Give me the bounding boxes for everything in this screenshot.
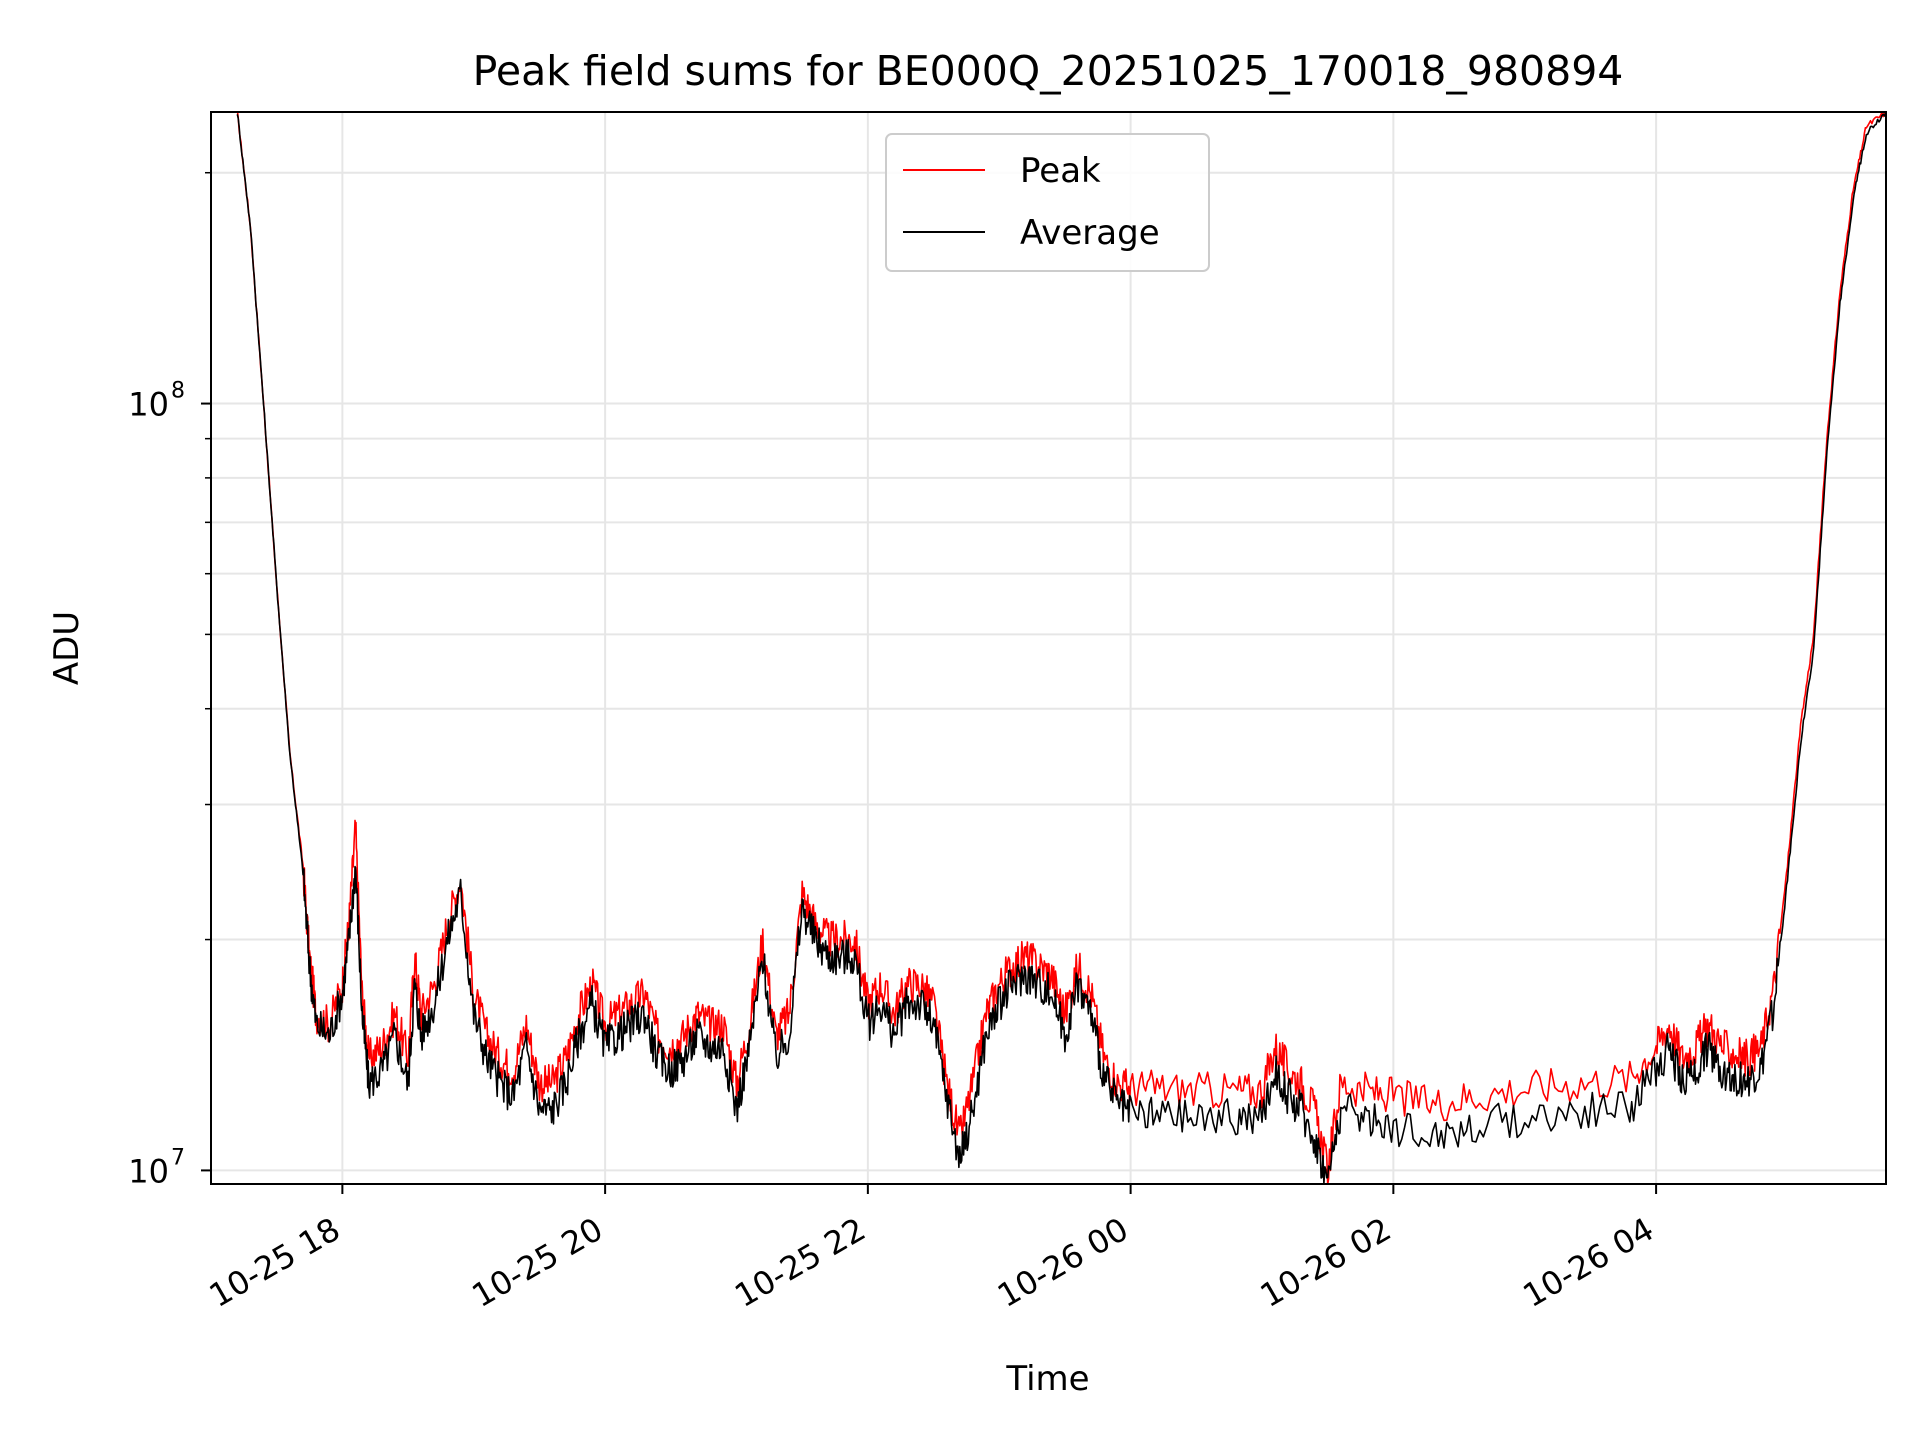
- chart-title: Peak field sums for BE000Q_20251025_1700…: [473, 47, 1624, 95]
- series-line-peak: [236, 112, 1886, 1184]
- y-tick-label-exponent: 8: [171, 379, 185, 404]
- y-tick-label: 10 7: [128, 1145, 185, 1190]
- y-tick-label-base: 10: [128, 1152, 169, 1190]
- y-axis-label: ADU: [47, 611, 87, 685]
- x-axis-label: Time: [1005, 1359, 1089, 1399]
- y-tick-label-base: 10: [128, 386, 169, 424]
- legend-peak-label: Peak: [1020, 151, 1101, 191]
- series-line-average: [236, 112, 1886, 1184]
- legend-average-label: Average: [1020, 213, 1160, 253]
- legend: Peak Average: [885, 133, 1210, 272]
- axes-frame: [210, 111, 1887, 1185]
- y-tick-label-exponent: 7: [171, 1145, 185, 1170]
- y-tick-label: 10 8: [128, 379, 185, 424]
- legend-box: [885, 133, 1210, 272]
- series-lines: [236, 112, 1886, 1184]
- plot-area: [236, 112, 1886, 1184]
